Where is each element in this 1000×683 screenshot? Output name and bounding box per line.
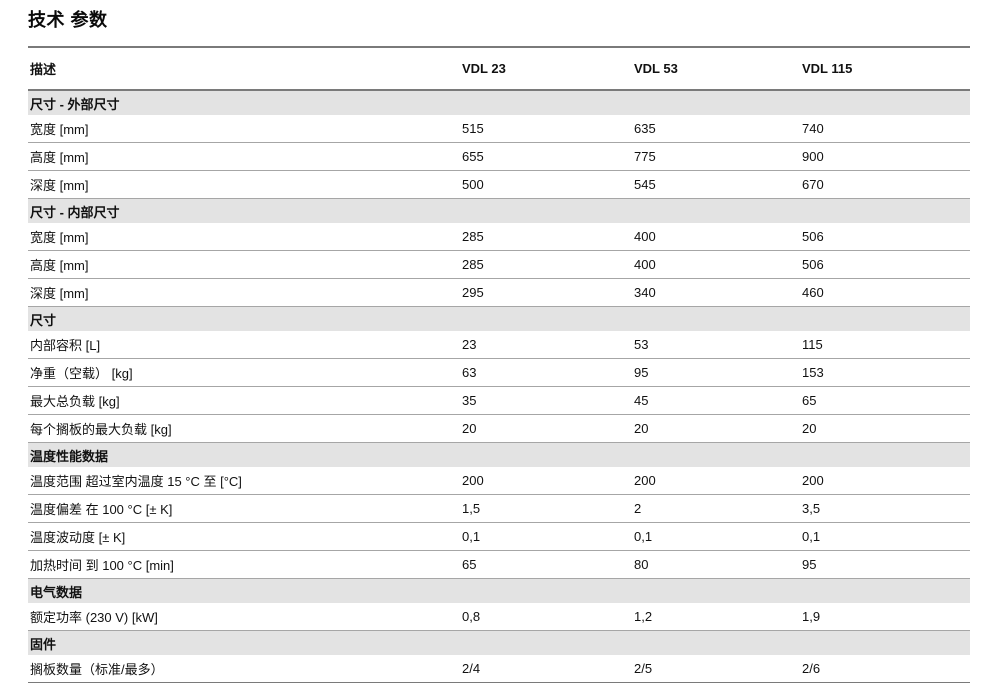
spec-value: 2: [634, 501, 642, 516]
spec-value: 20: [802, 421, 817, 436]
spec-row: 每个搁板的最大负载 [kg] 20 20 20: [28, 415, 970, 443]
spec-value: 2/4: [462, 661, 481, 676]
spec-value: 20: [462, 421, 477, 436]
spec-label: 加热时间 到 100 °C [min]: [30, 558, 174, 573]
spec-value: 1,9: [802, 609, 821, 624]
spec-label: 深度 [mm]: [30, 178, 89, 193]
spec-row: 温度范围 超过室内温度 15 °C 至 [°C] 200 200 200: [28, 467, 970, 495]
section-header-row: 电气数据: [28, 579, 970, 603]
spec-value: 460: [802, 285, 824, 300]
content-area: 技术 参数 描述 VDL 23 VDL 53 VDL 115 尺寸 - 外部尺寸…: [28, 6, 970, 683]
spec-label: 内部容积 [L]: [30, 338, 101, 353]
spec-row: 温度偏差 在 100 °C [± K] 1,5 2 3,5: [28, 495, 970, 523]
spec-row: 宽度 [mm] 285 400 506: [28, 223, 970, 251]
spec-value: 400: [634, 229, 656, 244]
column-header-vdl115: VDL 115: [802, 61, 853, 76]
spec-label: 宽度 [mm]: [30, 230, 89, 245]
spec-value: 1,2: [634, 609, 653, 624]
spec-value: 200: [462, 473, 484, 488]
spec-value: 635: [634, 121, 656, 136]
spec-label: 温度范围 超过室内温度 15 °C 至 [°C]: [30, 474, 242, 489]
spec-value: 23: [462, 337, 477, 352]
spec-row: 高度 [mm] 285 400 506: [28, 251, 970, 279]
spec-value: 65: [462, 557, 477, 572]
column-header-vdl23: VDL 23: [462, 61, 506, 76]
spec-value: 2/6: [802, 661, 821, 676]
section-header-row: 尺寸 - 内部尺寸: [28, 199, 970, 223]
section-header-row: 温度性能数据: [28, 443, 970, 467]
spec-row: 宽度 [mm] 515 635 740: [28, 115, 970, 143]
spec-value: 0,1: [462, 529, 481, 544]
spec-row: 高度 [mm] 655 775 900: [28, 143, 970, 171]
spec-value: 115: [802, 337, 823, 352]
spec-row: 搁板数量（标准/最多） 2/4 2/5 2/6: [28, 655, 970, 683]
spec-label: 净重（空载） [kg]: [30, 366, 133, 381]
spec-value: 740: [802, 121, 824, 136]
spec-value: 153: [802, 365, 824, 380]
spec-value: 2/5: [634, 661, 653, 676]
spec-label: 深度 [mm]: [30, 286, 89, 301]
spec-row: 净重（空载） [kg] 63 95 153: [28, 359, 970, 387]
spec-value: 500: [462, 177, 484, 192]
spec-value: 35: [462, 393, 477, 408]
spec-row: 温度波动度 [± K] 0,1 0,1 0,1: [28, 523, 970, 551]
spec-row: 深度 [mm] 295 340 460: [28, 279, 970, 307]
spec-value: 63: [462, 365, 477, 380]
spec-label: 高度 [mm]: [30, 150, 89, 165]
spec-label: 温度波动度 [± K]: [30, 530, 126, 545]
spec-value: 545: [634, 177, 656, 192]
spec-label: 额定功率 (230 V) [kW]: [30, 610, 158, 625]
spec-value: 515: [462, 121, 484, 136]
column-header-description: 描述: [30, 62, 57, 77]
section-header-row: 固件: [28, 631, 970, 655]
spec-value: 670: [802, 177, 824, 192]
section-header-row: 尺寸 - 外部尺寸: [28, 91, 970, 115]
spec-label: 最大总负载 [kg]: [30, 394, 120, 409]
spec-value: 80: [634, 557, 649, 572]
spec-value: 65: [802, 393, 817, 408]
spec-value: 0,8: [462, 609, 481, 624]
spec-value: 775: [634, 149, 656, 164]
spec-label: 宽度 [mm]: [30, 122, 89, 137]
spec-value: 53: [634, 337, 649, 352]
section-header-row: 尺寸: [28, 307, 970, 331]
table-header-row: 描述 VDL 23 VDL 53 VDL 115: [28, 48, 970, 91]
spec-row: 加热时间 到 100 °C [min] 65 80 95: [28, 551, 970, 579]
spec-value: 95: [802, 557, 817, 572]
spec-value: 900: [802, 149, 824, 164]
spec-label: 高度 [mm]: [30, 258, 89, 273]
spec-value: 0,1: [802, 529, 821, 544]
spec-table-body: 尺寸 - 外部尺寸宽度 [mm] 515 635 740 高度 [mm] 655 775 90…: [28, 91, 970, 683]
spec-value: 200: [802, 473, 824, 488]
spec-row: 深度 [mm] 500 545 670: [28, 171, 970, 199]
spec-value: 95: [634, 365, 649, 380]
spec-value: 655: [462, 149, 484, 164]
spec-value: 506: [802, 229, 824, 244]
spec-label: 每个搁板的最大负载 [kg]: [30, 422, 172, 437]
spec-value: 340: [634, 285, 656, 300]
spec-row: 内部容积 [L] 23 53 115: [28, 331, 970, 359]
spec-row: 最大总负载 [kg] 35 45 65: [28, 387, 970, 415]
spec-row: 额定功率 (230 V) [kW] 0,8 1,2 1,9: [28, 603, 970, 631]
spec-value: 3,5: [802, 501, 821, 516]
spec-value: 295: [462, 285, 484, 300]
spec-table: 描述 VDL 23 VDL 53 VDL 115 尺寸 - 外部尺寸 宽度 [mm…: [28, 46, 970, 683]
spec-value: 285: [462, 257, 484, 272]
spec-label: 温度偏差 在 100 °C [± K]: [30, 502, 173, 517]
spec-value: 0,1: [634, 529, 653, 544]
spec-value: 400: [634, 257, 656, 272]
page-title: 技术 参数: [28, 10, 108, 30]
column-header-vdl53: VDL 53: [634, 61, 678, 76]
spec-value: 200: [634, 473, 656, 488]
spec-value: 506: [802, 257, 824, 272]
spec-value: 20: [634, 421, 649, 436]
spec-value: 285: [462, 229, 484, 244]
spec-label: 搁板数量（标准/最多）: [30, 662, 164, 677]
spec-value: 45: [634, 393, 649, 408]
spec-value: 1,5: [462, 501, 481, 516]
